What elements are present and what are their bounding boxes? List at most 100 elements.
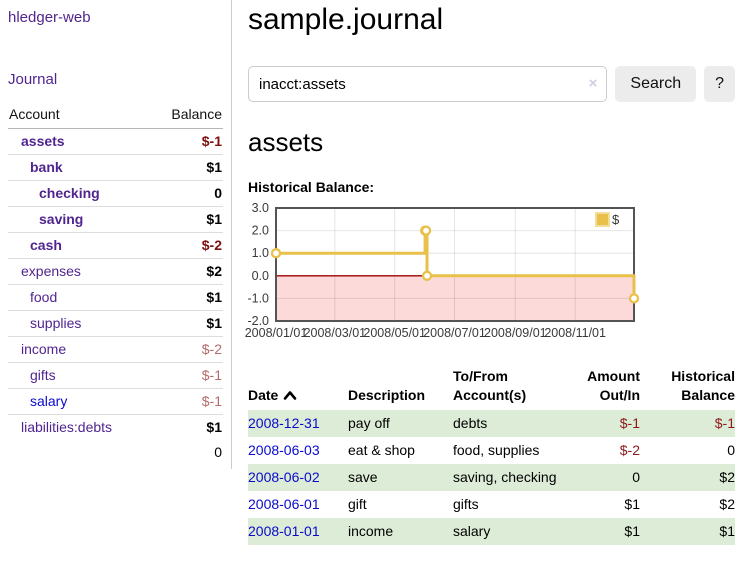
svg-text:0.0: 0.0 [252,269,269,283]
register-header-date[interactable]: Date [248,365,348,410]
svg-text:2008/05/01: 2008/05/01 [363,326,426,340]
register-cell-accounts: debts [453,415,488,431]
svg-text:1.0: 1.0 [252,246,269,260]
accounts-header-balance: Balance [151,103,223,129]
sidebar-account-link-liabilities-debts[interactable]: liabilities:debts [21,419,113,435]
register-cell-amount: $1 [624,496,640,512]
register-header-amount: Amount Out/In [587,368,640,403]
account-row-liabilities-debts: liabilities:debts $1 [8,414,223,440]
transaction-date-link[interactable]: 2008-06-03 [248,442,320,458]
sort-ascending-icon [284,391,297,400]
register-cell-description: income [348,523,394,539]
account-row-bank: bank $1 [8,154,223,181]
register-cell-balance: $-1 [714,415,735,431]
register-cell-date: 2008-06-01 [248,491,348,518]
search-input-wrap: × [248,66,608,102]
sidebar-account-link-supplies[interactable]: supplies [30,315,82,331]
register-cell-date: 2008-06-02 [248,464,348,491]
sidebar-account-balance: $-1 [201,133,222,149]
transaction-date-link[interactable]: 2008-06-02 [248,469,320,485]
sidebar-account-link-food[interactable]: food [30,289,58,305]
sidebar-account-link-saving[interactable]: saving [39,211,84,227]
sidebar-account-balance: $1 [151,284,223,311]
register-cell-accounts: salary [453,523,491,539]
account-row-gifts: gifts $-1 [8,362,223,389]
clear-search-icon[interactable]: × [588,75,598,92]
svg-text:2008/01/01: 2008/01/01 [245,326,308,340]
account-row-supplies: supplies $1 [8,310,223,337]
register-cell-date: 2008-06-03 [248,437,348,464]
sidebar-account-link-income[interactable]: income [21,341,67,357]
register-cell-amount: $-2 [619,442,640,458]
app-title-link[interactable]: hledger-web [8,9,91,26]
sidebar-account-balance: 0 [151,180,223,207]
register-cell-description: gift [348,496,367,512]
register-row: 2008-06-03 eat & shop food, supplies $-2 0 [248,437,735,464]
page-title: sample.journal [248,3,444,36]
register-cell-amount: $1 [624,523,640,539]
register-row: 2008-06-02 save saving, checking 0 $2 [248,464,735,491]
sidebar-account-link-checking[interactable]: checking [39,185,100,201]
transaction-date-link[interactable]: 2008-12-31 [248,415,320,431]
register-header-row: Date Description To/From Account(s) Amou… [248,365,735,410]
main-content: sample.journal × Search ? assets Histori… [245,0,735,545]
account-row-income: income $-2 [8,336,223,363]
register-header-balance: Historical Balance [671,368,735,403]
register-cell-balance: $2 [719,496,735,512]
historical-balance-chart: $3.0 2.0 1.0 0.0 -1.0 -2.0 2008/01/01 2008/03/0… [242,201,646,349]
register-cell-amount: 0 [632,469,640,485]
account-row-checking: checking 0 [8,180,223,207]
svg-text:2008/07/01: 2008/07/01 [423,326,486,340]
sidebar-account-balance: $-2 [151,232,223,259]
sidebar: hledger-web Journal Account Balance asse… [0,0,232,469]
search-button[interactable]: Search [615,66,697,102]
search-input[interactable] [248,66,608,102]
register-cell-accounts: food, supplies [453,442,540,458]
sidebar-account-balance: $-1 [151,388,223,415]
transaction-date-link[interactable]: 2008-06-01 [248,496,320,512]
sidebar-item-journal[interactable]: Journal [8,71,58,88]
register-cell-date: 2008-12-31 [248,410,348,437]
sidebar-account-link-expenses[interactable]: expenses [21,263,81,279]
svg-text:2.0: 2.0 [252,224,269,238]
register-cell-accounts: gifts [453,496,479,512]
sidebar-account-balance: $1 [151,414,223,440]
chart-title: Historical Balance: [248,179,375,195]
svg-text:3.0: 3.0 [252,203,269,215]
accounts-table: Account Balance assets $-1 bank $1 checking 0… [8,103,223,465]
sidebar-account-balance: $1 [151,154,223,181]
sidebar-account-link-salary[interactable]: salary [30,393,68,409]
sidebar-account-link-gifts[interactable]: gifts [30,367,56,383]
sidebar-account-link-bank[interactable]: bank [30,159,63,175]
svg-text:-1.0: -1.0 [247,291,269,305]
account-row-food: food $1 [8,284,223,311]
sidebar-account-link-assets[interactable]: assets [21,133,65,149]
sidebar-account-balance: $1 [151,206,223,233]
svg-text:2008/09/01: 2008/09/01 [484,326,547,340]
register-cell-description: pay off [348,415,390,431]
help-button[interactable]: ? [704,66,735,102]
register-cell-date: 2008-01-01 [248,518,348,545]
register-row: 2008-12-31 pay off debts $-1 $-1 [248,410,735,437]
svg-text:$: $ [612,212,620,227]
svg-text:2008/03/01: 2008/03/01 [304,326,367,340]
register-row: 2008-06-01 gift gifts $1 $2 [248,491,735,518]
sidebar-account-balance: $1 [151,310,223,337]
sidebar-account-link-cash[interactable]: cash [30,237,62,253]
register-cell-description: eat & shop [348,442,415,458]
register-table: Date Description To/From Account(s) Amou… [248,365,735,545]
register-cell-description: save [348,469,378,485]
accounts-total-row: 0 [8,440,223,465]
account-heading: assets [248,127,324,157]
account-row-expenses: expenses $2 [8,258,223,285]
search-form: × Search ? [248,66,735,102]
accounts-header-row: Account Balance [8,103,223,129]
account-row-assets: assets $-1 [8,129,223,155]
accounts-header-account: Account [8,103,152,129]
transaction-date-link[interactable]: 2008-01-01 [248,523,320,539]
register-cell-amount: $-1 [619,415,640,431]
register-row: 2008-01-01 income salary $1 $1 [248,518,735,545]
account-row-salary: salary $-1 [8,388,223,415]
register-header-description: Description [348,387,426,403]
register-header-accounts: To/From Account(s) [453,368,527,403]
